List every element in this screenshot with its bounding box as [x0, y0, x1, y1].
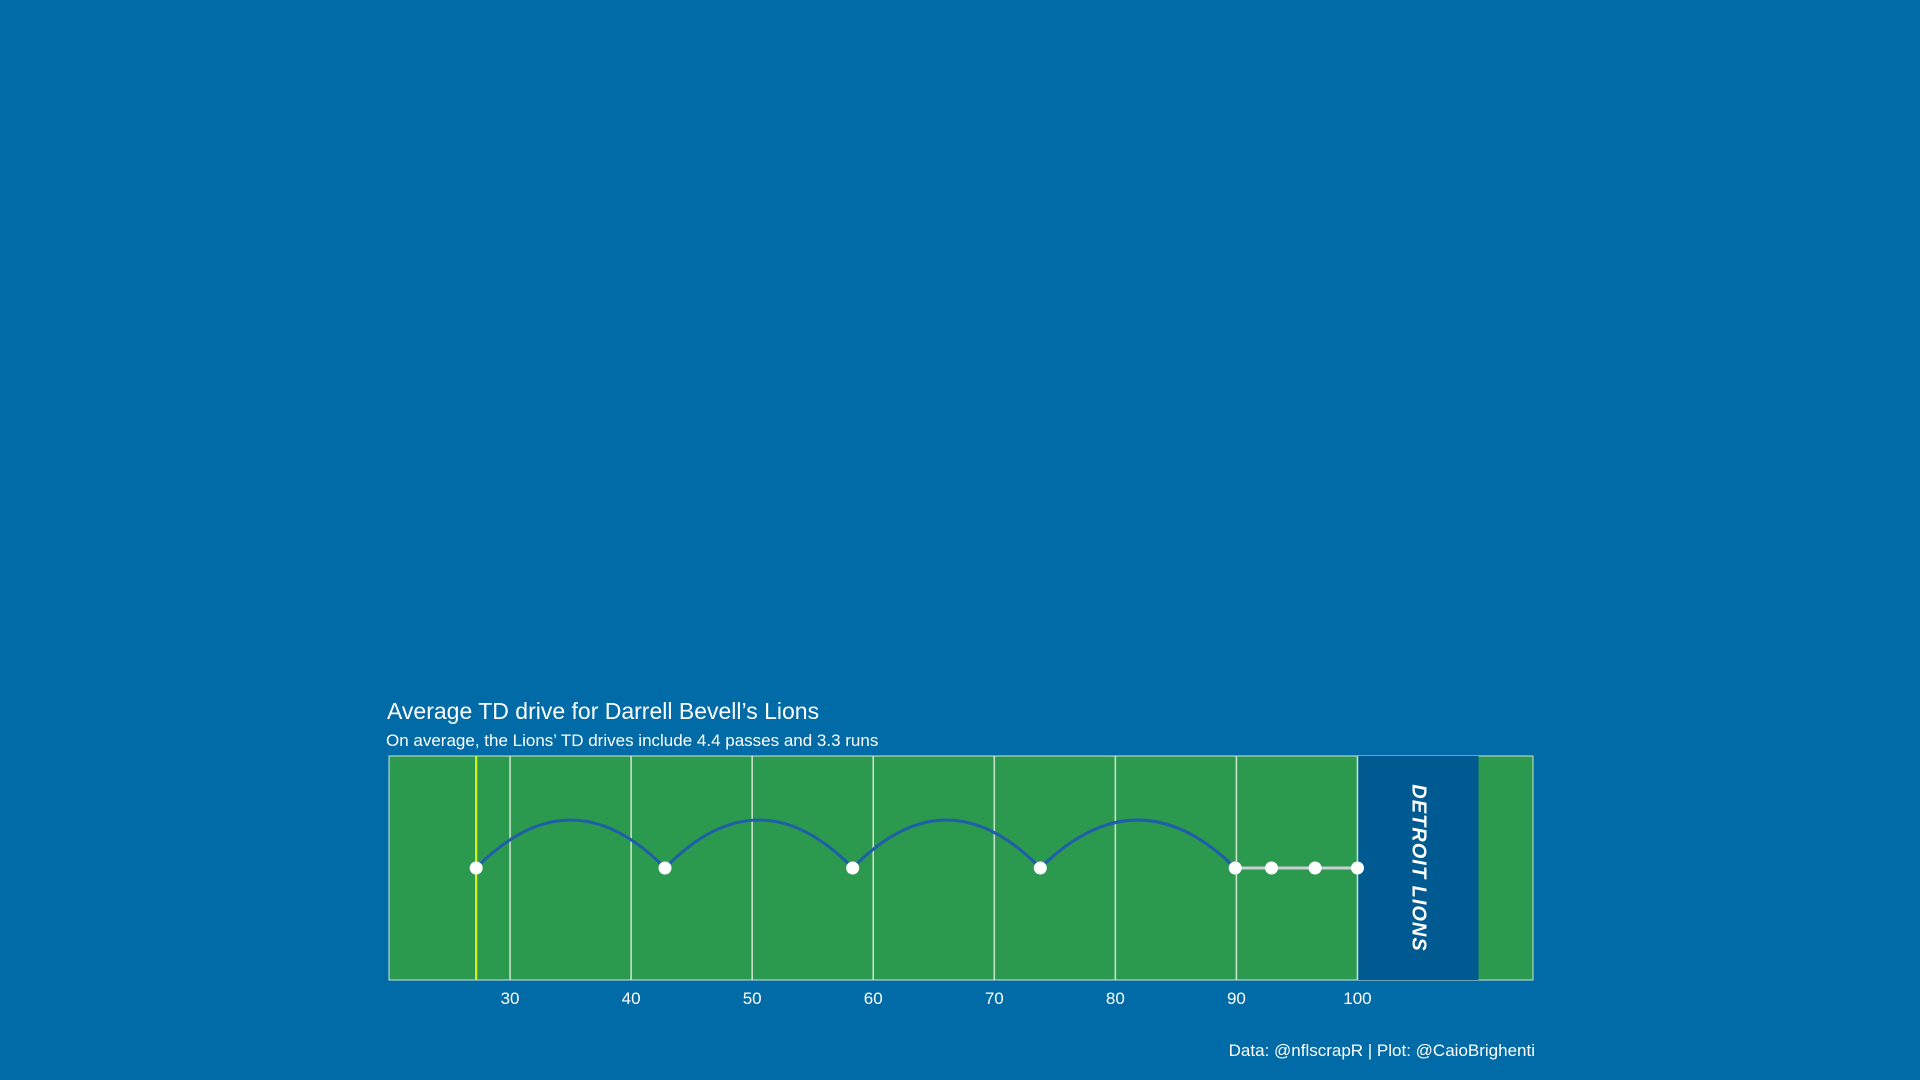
x-tick-label-100: 100	[1343, 989, 1371, 1008]
play-point-6	[1265, 861, 1279, 875]
endzone	[1357, 756, 1479, 980]
pass-arc-2	[663, 818, 854, 870]
play-point-3	[846, 861, 860, 875]
x-tick-label-30: 30	[501, 989, 520, 1008]
play-point-2	[658, 861, 672, 875]
x-tick-label-40: 40	[622, 989, 641, 1008]
x-tick-label-50: 50	[743, 989, 762, 1008]
play-point-5	[1228, 861, 1242, 875]
endzone-label: DETROIT LIONS	[1408, 784, 1430, 951]
chart-title: Average TD drive for Darrell Bevell’s Li…	[387, 698, 820, 724]
play-point-4	[1033, 861, 1047, 875]
pass-arc-1	[475, 818, 667, 870]
x-tick-label-80: 80	[1106, 989, 1125, 1008]
play-point-8	[1350, 861, 1364, 875]
pass-arc-4	[1039, 818, 1237, 870]
pass-arc-3	[851, 818, 1042, 870]
x-tick-label-70: 70	[985, 989, 1004, 1008]
chart-subtitle: On average, the Lions’ TD drives include…	[386, 731, 879, 750]
play-point-1	[469, 861, 483, 875]
play-point-7	[1308, 861, 1322, 875]
chart-caption: Data: @nflscrapR | Plot: @CaioBrighenti	[1228, 1041, 1535, 1060]
x-tick-label-90: 90	[1227, 989, 1246, 1008]
x-tick-label-60: 60	[864, 989, 883, 1008]
